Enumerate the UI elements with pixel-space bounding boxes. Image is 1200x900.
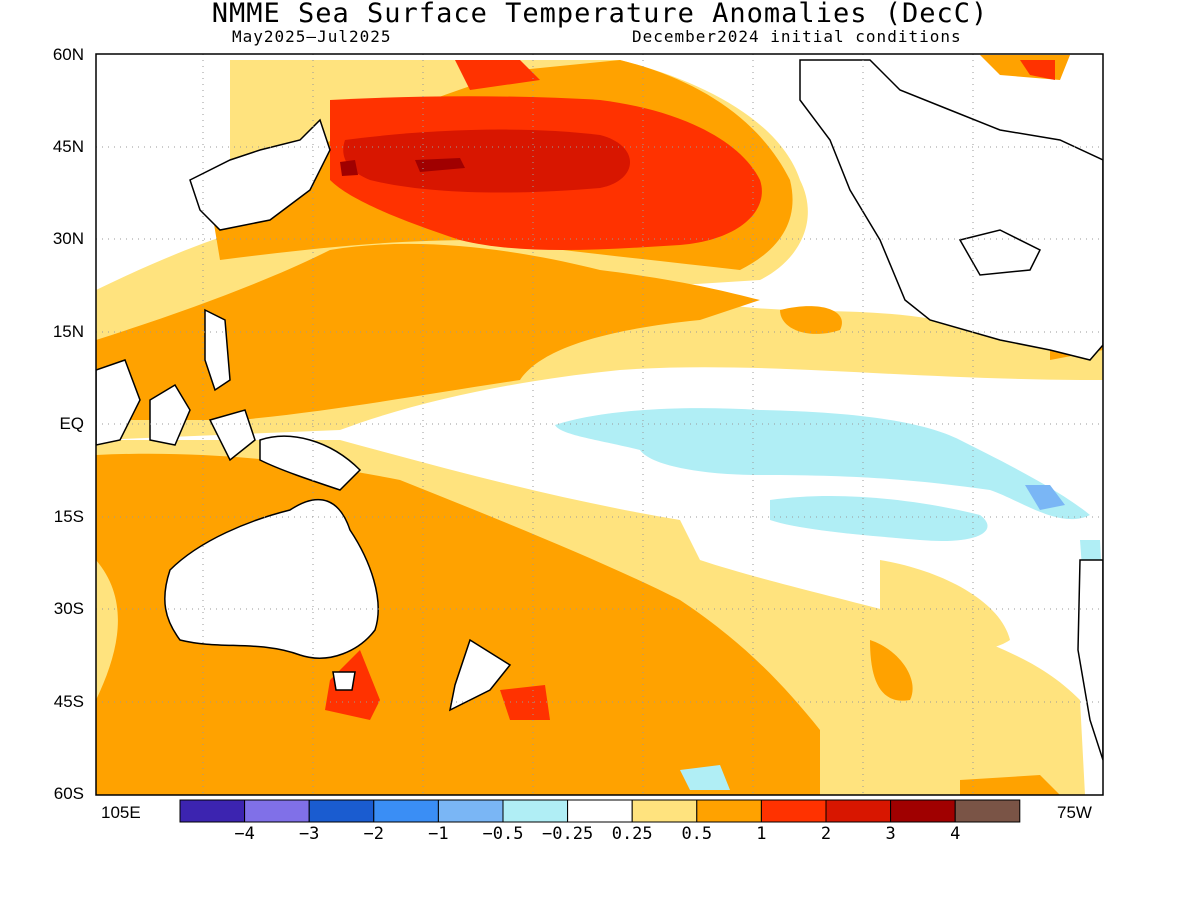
lat-label-45s: 45S	[53, 692, 84, 711]
lat-label-45n: 45N	[52, 137, 84, 156]
colorbar-swatch	[373, 799, 439, 823]
colorbar-label: −0.5	[482, 824, 524, 844]
colorbar-label: 0.5	[681, 824, 713, 844]
colorbar-label: −0.25	[542, 824, 594, 844]
anomaly-band-2-3	[343, 129, 630, 193]
lon-label-right: 75W	[1057, 803, 1092, 822]
lat-label-15n: 15N	[52, 322, 84, 341]
landmasses	[96, 59, 1103, 761]
initial-conditions: December2024 initial conditions	[632, 27, 962, 46]
lat-label-60n: 60N	[52, 45, 84, 64]
lat-label-30n: 30N	[52, 229, 84, 248]
colorbar-swatch	[696, 799, 762, 823]
colorbar	[179, 799, 1021, 823]
colorbar-swatch	[179, 799, 246, 823]
colorbar-label: −4	[234, 824, 255, 844]
colorbar-swatch	[502, 799, 569, 823]
lat-label-60s: 60S	[53, 784, 84, 803]
colorbar-swatch	[954, 799, 1021, 823]
colorbar-swatch	[308, 799, 375, 823]
colorbar-label: −3	[298, 824, 320, 844]
colorbar-swatch	[437, 799, 504, 823]
colorbar-label: 2	[820, 824, 832, 844]
colorbar-label: −2	[363, 824, 385, 844]
colorbar-label: −1	[428, 824, 449, 844]
lat-label-15s: 15S	[53, 507, 84, 526]
colorbar-swatch	[890, 799, 956, 823]
colorbar-swatch	[631, 799, 698, 823]
colorbar-label: 4	[950, 824, 961, 844]
colorbar-label: 0.25	[611, 824, 653, 844]
colorbar-label: 1	[756, 824, 767, 844]
colorbar-swatch	[825, 799, 892, 823]
anomaly-band-3-4	[340, 158, 465, 176]
colorbar-swatch	[567, 799, 633, 823]
colorbar-swatch	[244, 799, 310, 823]
lon-label-left: 105E	[101, 803, 141, 822]
lat-label-30s: 30S	[53, 599, 84, 618]
anomaly-band-neg-0.5	[1025, 485, 1065, 510]
map-title: NMME Sea Surface Temperature Anomalies (…	[211, 0, 989, 29]
forecast-period: May2025–Jul2025	[232, 27, 392, 46]
lat-label-eq: EQ	[59, 414, 84, 433]
colorbar-swatch	[760, 799, 827, 823]
map-frame	[95, 53, 1104, 796]
anomaly-field	[96, 54, 1103, 795]
colorbar-label: 3	[885, 824, 896, 844]
